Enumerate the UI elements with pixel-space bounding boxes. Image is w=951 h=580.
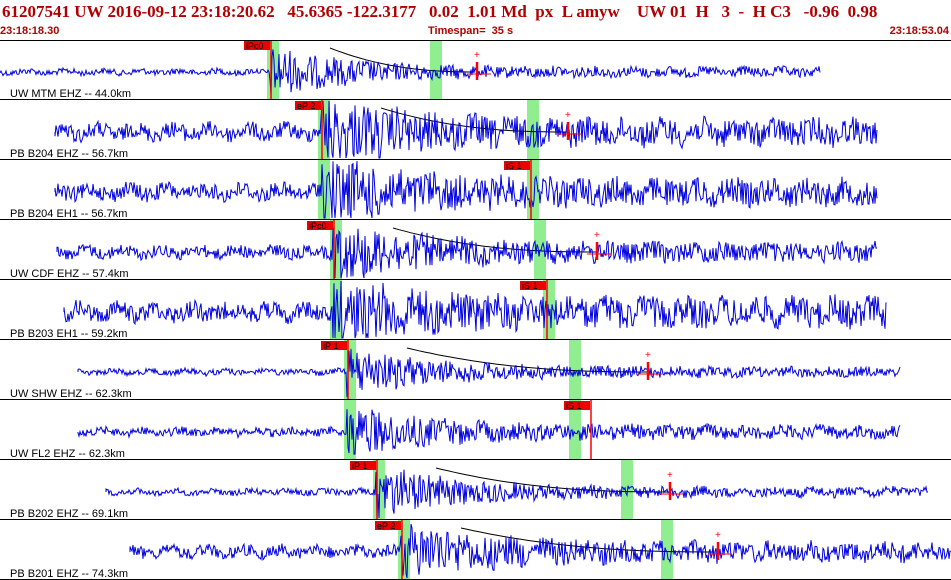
- coda-curve: [435, 467, 670, 493]
- p-pick-label: iP 1: [323, 341, 338, 351]
- waveform-trace: [63, 280, 887, 339]
- trace-panel[interactable]: iS 1 UW FL2 EHZ -- 62.3km: [0, 400, 951, 460]
- trace-panel[interactable]: iPc0 + UW CDF EHZ -- 57.4km: [0, 220, 951, 280]
- station-label: UW SHW EHZ -- 62.3km: [10, 388, 132, 400]
- trace-panel[interactable]: iP 1 + UW SHW EHZ -- 62.3km: [0, 340, 951, 400]
- p-window: [318, 160, 330, 219]
- p-pick-box[interactable]: [375, 521, 401, 530]
- trace-panel[interactable]: eP 2 + PB B204 EHZ -- 56.7km: [0, 100, 951, 160]
- end-time-label: 23:18:53.04: [889, 25, 949, 37]
- waveform-trace: [0, 49, 821, 95]
- coda-curve: [392, 227, 597, 253]
- s-window: [430, 40, 442, 99]
- s-pick-box[interactable]: [564, 401, 590, 410]
- timespan-label: Timespan= 35 s: [428, 25, 514, 37]
- s-pick-box[interactable]: [504, 161, 530, 170]
- p-pick-box[interactable]: [307, 221, 333, 230]
- coda-curve: [406, 347, 647, 373]
- event-title: 61207541 UW 2016-09-12 23:18:20.62 45.63…: [2, 2, 878, 21]
- s-window: [569, 340, 581, 399]
- header-bar: 61207541 UW 2016-09-12 23:18:20.62 45.63…: [0, 0, 951, 40]
- theory-pick-plus: +: [715, 530, 721, 541]
- station-label: UW FL2 EHZ -- 62.3km: [10, 448, 125, 460]
- s-pick-label: iS 1: [522, 281, 538, 291]
- p-pick-label: eP 2: [297, 101, 315, 111]
- s-window: [534, 220, 546, 279]
- s-pick-label: iS 1: [506, 161, 522, 171]
- p-pick-label: iPc0: [309, 221, 327, 231]
- trace-panel[interactable]: eP 2 + PB B201 EHZ -- 74.3km: [0, 520, 951, 580]
- theory-pick-plus: +: [594, 230, 600, 241]
- station-label: PB B204 EHZ -- 56.7km: [10, 148, 128, 160]
- s-pick-label: iS 1: [566, 401, 582, 411]
- s-window: [569, 400, 581, 459]
- station-label: PB B201 EHZ -- 74.3km: [10, 568, 128, 580]
- s-window: [543, 280, 555, 339]
- theory-pick-plus: +: [667, 470, 673, 481]
- p-pick-label: iPc0: [246, 41, 264, 51]
- s-pick-box[interactable]: [520, 281, 546, 290]
- waveform-trace: [129, 523, 951, 579]
- seismogram-panel-stack[interactable]: iPc0 + UW MTM EHZ -- 44.0km eP 2 + PB B204 EH…: [0, 40, 951, 580]
- waveform-trace: [56, 227, 878, 279]
- theory-pick-plus: +: [645, 350, 651, 361]
- p-pick-label: iP 1: [352, 461, 367, 471]
- waveform-trace: [54, 100, 878, 159]
- trace-panel[interactable]: iS 1 PB B203 EH1 -- 59.2km: [0, 280, 951, 340]
- p-pick-box[interactable]: [321, 341, 347, 350]
- s-window: [661, 520, 673, 579]
- waveform-trace: [77, 409, 901, 455]
- coda-curve: [329, 47, 474, 73]
- p-pick-box[interactable]: [295, 101, 321, 110]
- p-pick-box[interactable]: [350, 461, 376, 470]
- trace-panel[interactable]: iPc0 + UW MTM EHZ -- 44.0km: [0, 40, 951, 100]
- s-window: [621, 460, 633, 519]
- p-pick-label: eP 2: [377, 521, 395, 531]
- trace-panel[interactable]: iS 1 PB B204 EH1 -- 56.7km: [0, 160, 951, 220]
- station-label: PB B202 EHZ -- 69.1km: [10, 508, 128, 520]
- trace-panel[interactable]: iP 1 + PB B202 EHZ -- 69.1km: [0, 460, 951, 520]
- station-label: UW MTM EHZ -- 44.0km: [10, 88, 131, 100]
- start-time-label: 23:18:18.30: [0, 25, 60, 37]
- waveform-trace: [105, 469, 929, 519]
- station-label: PB B203 EH1 -- 59.2km: [10, 328, 127, 340]
- station-label: PB B204 EH1 -- 56.7km: [10, 208, 127, 220]
- waveform-trace: [77, 348, 901, 398]
- p-pick-box[interactable]: [244, 41, 270, 50]
- station-label: UW CDF EHZ -- 57.4km: [10, 268, 129, 280]
- theory-pick-plus: +: [474, 50, 480, 61]
- theory-pick-plus: +: [565, 110, 571, 121]
- waveform-trace: [54, 161, 878, 219]
